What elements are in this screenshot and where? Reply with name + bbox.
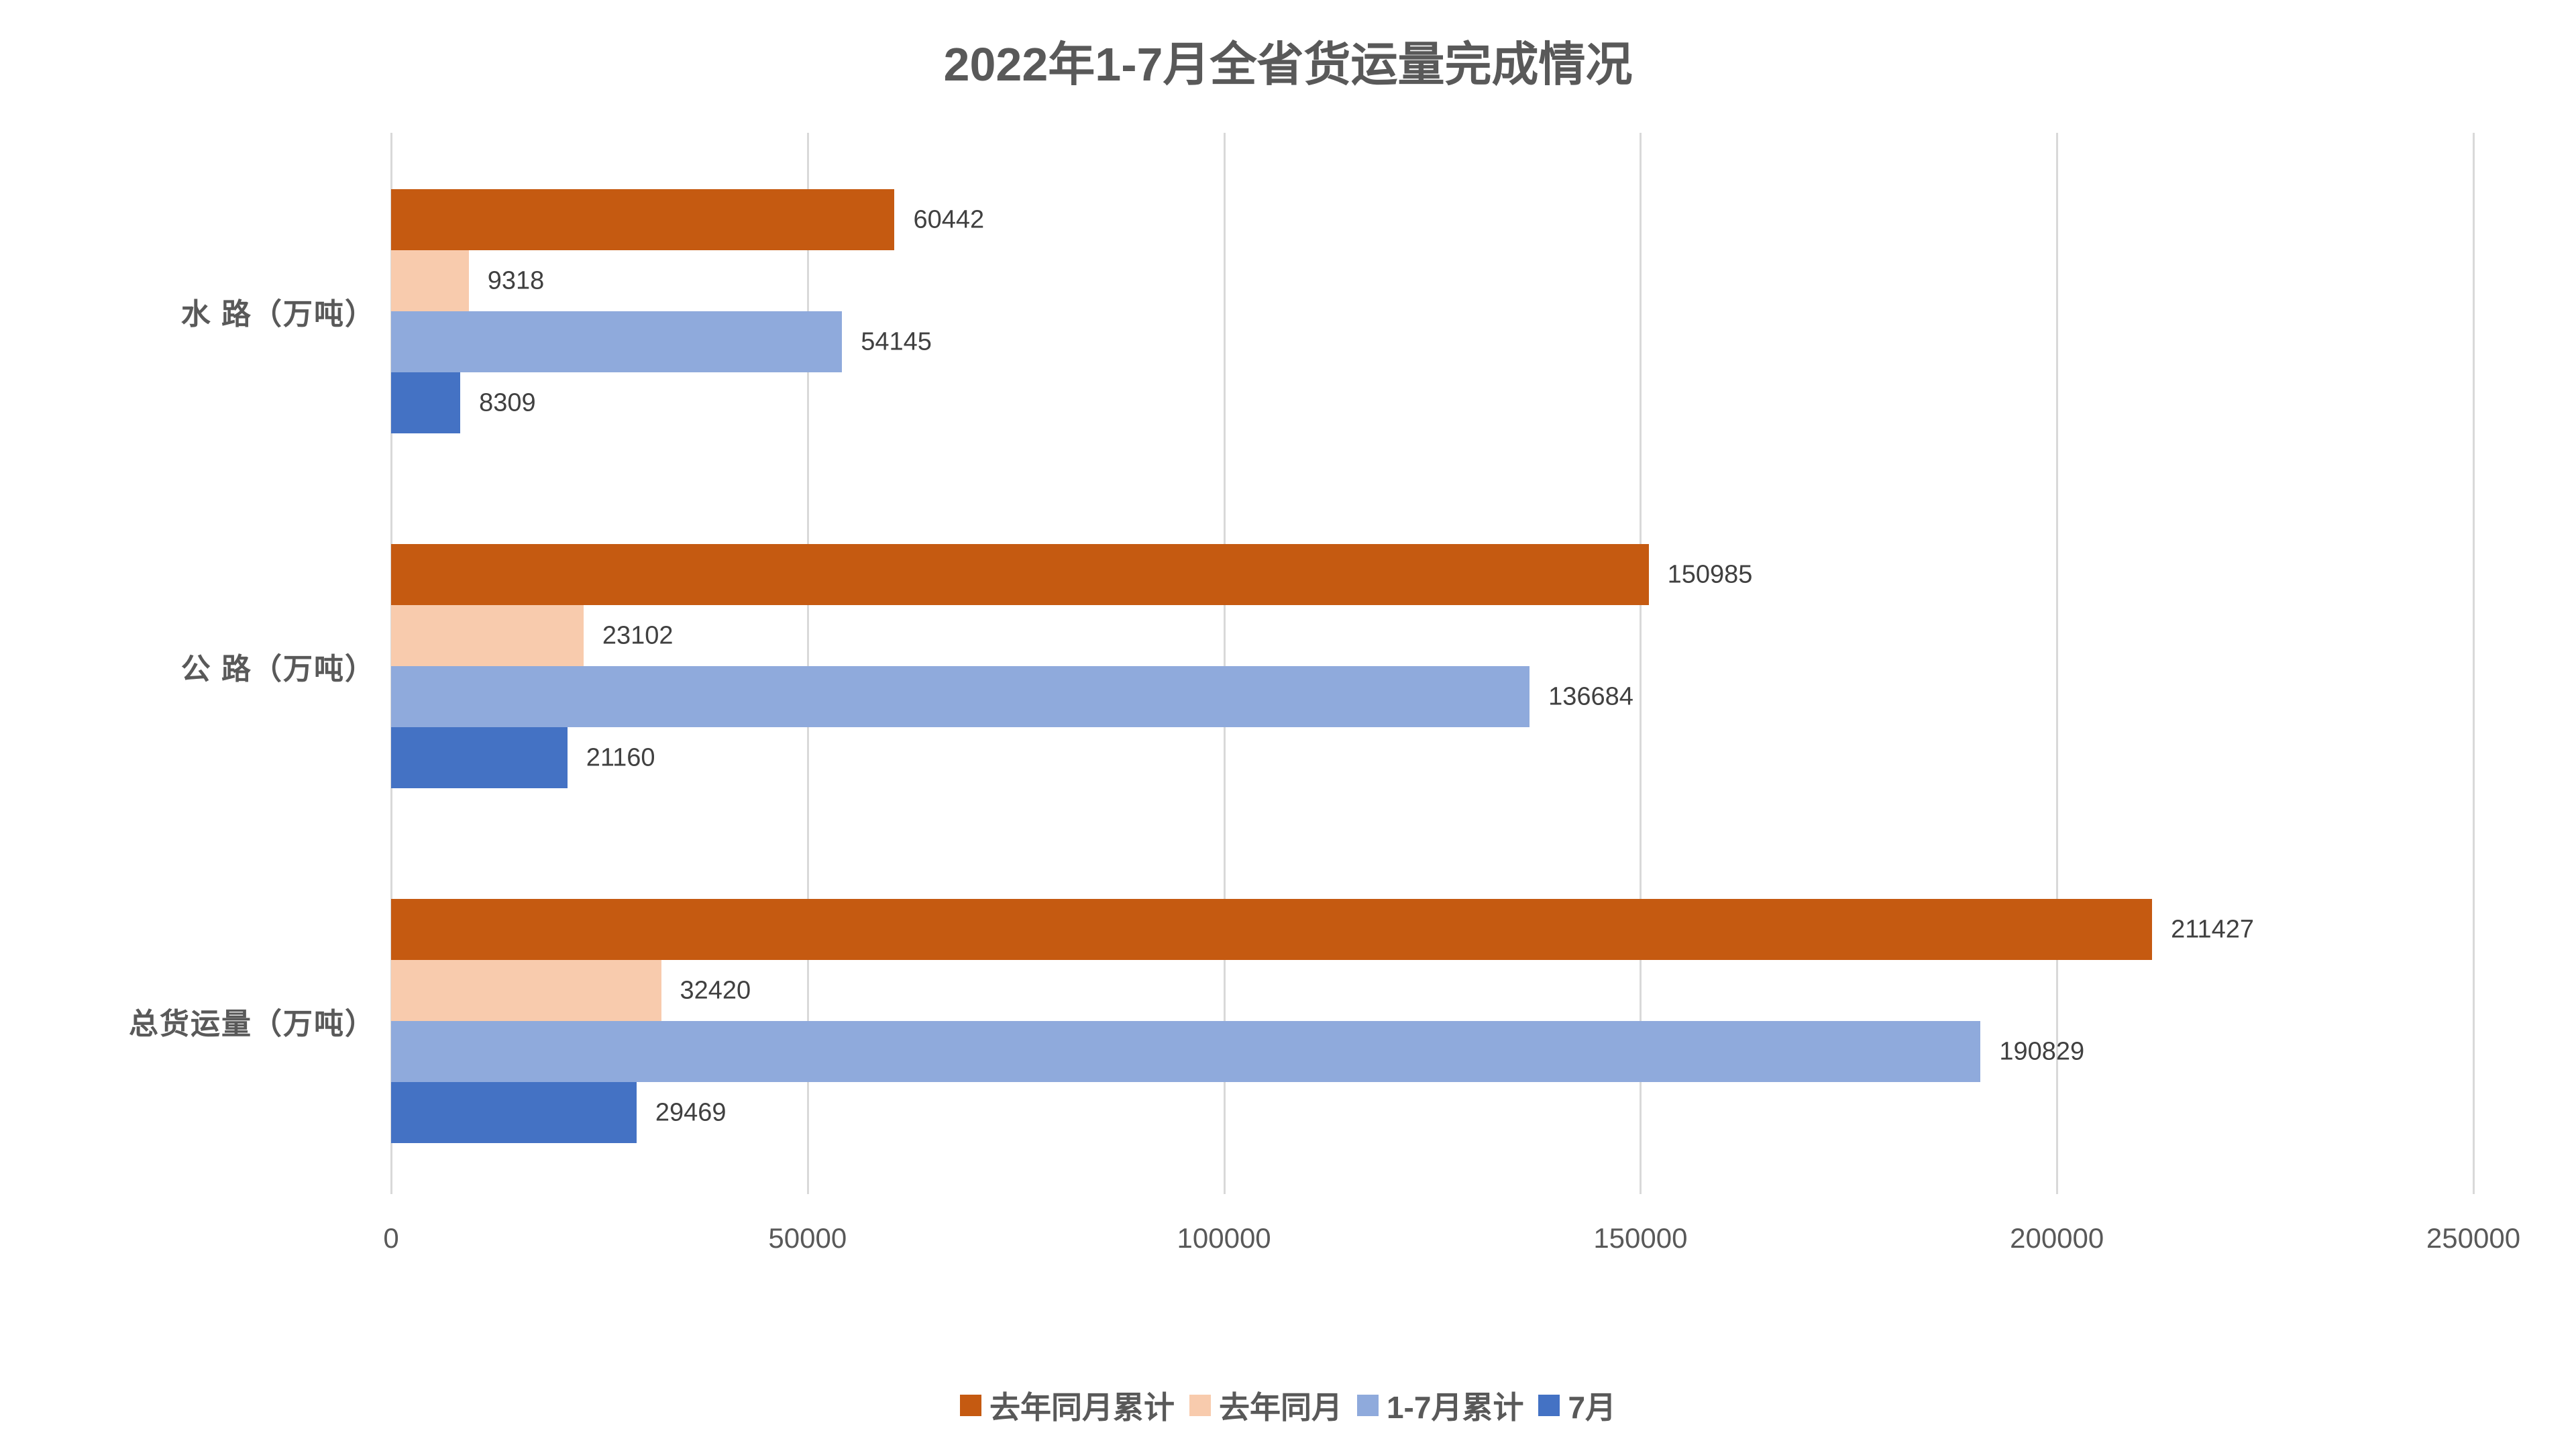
x-tick-label: 0: [383, 1222, 399, 1254]
legend-swatch-icon: [1356, 1395, 1379, 1416]
legend-swatch-icon: [959, 1395, 981, 1416]
legend-label: 去年同月累计: [989, 1390, 1175, 1425]
legend-item[interactable]: 7月: [1538, 1383, 1616, 1428]
bar[interactable]: [391, 899, 2153, 960]
data-label: 32420: [680, 976, 751, 1004]
bar[interactable]: [391, 372, 461, 433]
chart-title: 2022年1-7月全省货运量完成情况: [943, 38, 1633, 91]
legend-label: 去年同月: [1218, 1390, 1342, 1425]
data-label: 150985: [1667, 560, 1753, 588]
legend-swatch-icon: [1538, 1395, 1560, 1416]
category-label: 总货运量（万吨）: [129, 1008, 376, 1040]
legend-item[interactable]: 1-7月累计: [1356, 1383, 1524, 1428]
legend-item[interactable]: 去年同月: [1189, 1383, 1342, 1428]
gridline: [1640, 133, 1642, 1194]
data-label: 21160: [586, 743, 655, 771]
bar[interactable]: [391, 1082, 637, 1143]
bar[interactable]: [391, 727, 568, 788]
legend: 去年同月累计 去年同月 1-7月累计 7月: [0, 1383, 2576, 1428]
bar[interactable]: [391, 250, 469, 311]
category-label: 水 路（万吨）: [180, 298, 376, 331]
x-tick-label: 250000: [2426, 1222, 2521, 1254]
bar[interactable]: [391, 605, 584, 666]
data-label: 54145: [861, 327, 932, 356]
category-label: 公 路（万吨）: [180, 653, 376, 686]
data-label: 211427: [2171, 915, 2255, 943]
legend-label: 1-7月累计: [1386, 1390, 1524, 1425]
data-label: 190829: [1999, 1037, 2085, 1065]
bar[interactable]: [391, 311, 843, 372]
legend-item[interactable]: 去年同月累计: [959, 1383, 1175, 1428]
gridline: [2473, 133, 2475, 1194]
x-tick-label: 150000: [1593, 1222, 1688, 1254]
x-tick-label: 50000: [768, 1222, 847, 1254]
data-label: 29469: [655, 1098, 727, 1126]
legend-label: 7月: [1568, 1390, 1617, 1425]
x-tick-label: 100000: [1177, 1222, 1271, 1254]
data-label: 23102: [602, 621, 674, 649]
data-label: 60442: [913, 205, 985, 233]
gridline: [1223, 133, 1226, 1194]
gridline: [2056, 133, 2059, 1194]
bar[interactable]: [391, 960, 661, 1021]
plot-area: 60442 9318 54145 8309 150985 23102 136684 21160…: [390, 133, 2475, 1194]
bar[interactable]: [391, 1021, 1981, 1082]
data-label: 8309: [479, 388, 536, 417]
legend-swatch-icon: [1189, 1395, 1211, 1416]
bar[interactable]: [391, 189, 895, 250]
data-label: 136684: [1548, 682, 1633, 710]
data-label: 9318: [487, 266, 545, 294]
bar[interactable]: [391, 666, 1530, 727]
gridline: [806, 133, 809, 1194]
x-tick-label: 200000: [2010, 1222, 2104, 1254]
bar[interactable]: [391, 544, 1649, 605]
